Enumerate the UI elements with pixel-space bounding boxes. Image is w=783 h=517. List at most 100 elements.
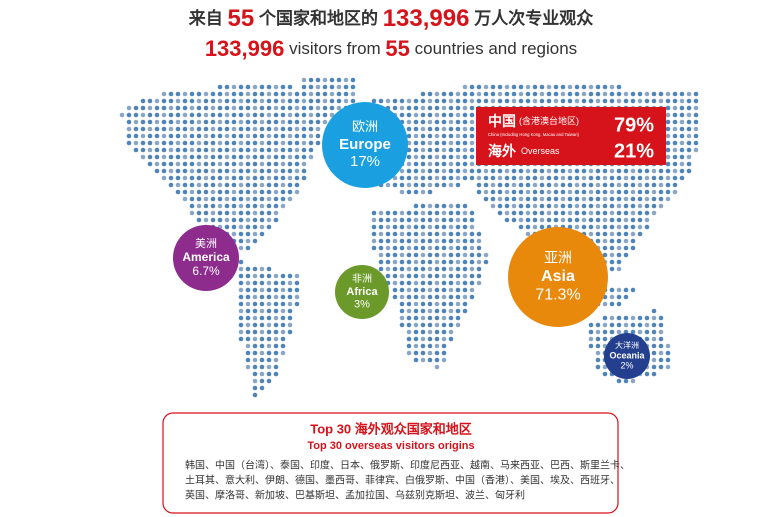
map-dot xyxy=(399,280,405,286)
map-dot xyxy=(672,182,678,188)
map-dot xyxy=(245,280,251,286)
map-dot xyxy=(665,182,671,188)
map-dot xyxy=(588,210,594,216)
region-name-en: Africa xyxy=(346,286,378,298)
map-dot xyxy=(175,175,181,181)
map-dot xyxy=(301,161,307,167)
map-dot xyxy=(182,168,188,174)
map-dot xyxy=(399,182,405,188)
map-dot xyxy=(476,273,482,279)
map-dot xyxy=(630,91,636,97)
map-dot xyxy=(427,224,433,230)
map-dot xyxy=(301,140,307,146)
map-dot xyxy=(280,119,286,125)
map-dot xyxy=(525,217,531,223)
map-dot xyxy=(567,189,573,195)
map-dot xyxy=(595,336,601,342)
map-dot xyxy=(294,273,300,279)
map-dot xyxy=(210,154,216,160)
map-dot xyxy=(616,196,622,202)
map-dot xyxy=(455,322,461,328)
map-dot xyxy=(616,294,622,300)
map-dot xyxy=(616,315,622,321)
map-dot xyxy=(455,112,461,118)
map-dot xyxy=(406,126,412,132)
map-dot xyxy=(217,210,223,216)
map-dot xyxy=(217,105,223,111)
map-dot xyxy=(413,322,419,328)
map-dot xyxy=(567,168,573,174)
map-dot xyxy=(448,266,454,272)
map-dot xyxy=(294,287,300,293)
map-dot xyxy=(259,119,265,125)
map-dot xyxy=(588,98,594,104)
map-dot xyxy=(679,126,685,132)
map-dot xyxy=(546,203,552,209)
map-dot xyxy=(224,140,230,146)
map-dot xyxy=(602,329,608,335)
map-dot xyxy=(469,133,475,139)
map-dot xyxy=(441,273,447,279)
map-dot xyxy=(266,133,272,139)
map-dot xyxy=(609,210,615,216)
map-dot xyxy=(210,112,216,118)
map-dot xyxy=(287,112,293,118)
map-dot xyxy=(224,147,230,153)
map-dot xyxy=(609,168,615,174)
map-dot xyxy=(189,133,195,139)
map-dot xyxy=(252,182,258,188)
map-dot xyxy=(266,217,272,223)
map-dot xyxy=(238,189,244,195)
map-dot xyxy=(609,98,615,104)
map-dot xyxy=(546,98,552,104)
map-dot xyxy=(217,168,223,174)
map-dot xyxy=(462,154,468,160)
region-name-zh: 欧洲 xyxy=(352,119,378,134)
headline-en: 133,996 visitors from 55 countries and r… xyxy=(205,36,577,61)
map-dot xyxy=(595,168,601,174)
map-dot xyxy=(273,364,279,370)
map-dot xyxy=(378,231,384,237)
region-bubble xyxy=(604,333,650,379)
map-dot xyxy=(455,315,461,321)
map-dot xyxy=(203,203,209,209)
map-dot xyxy=(245,231,251,237)
map-dot xyxy=(266,315,272,321)
map-dot xyxy=(679,168,685,174)
map-dot xyxy=(259,266,265,272)
map-dot xyxy=(651,357,657,363)
map-dot xyxy=(672,161,678,167)
map-dot xyxy=(469,161,475,167)
map-dot xyxy=(168,133,174,139)
map-dot xyxy=(245,84,251,90)
map-dot xyxy=(469,112,475,118)
map-dot xyxy=(175,161,181,167)
map-dot xyxy=(644,168,650,174)
map-dot xyxy=(455,266,461,272)
map-dot xyxy=(665,350,671,356)
map-dot xyxy=(287,175,293,181)
map-dot xyxy=(434,217,440,223)
map-dot xyxy=(434,238,440,244)
map-dot xyxy=(539,182,545,188)
map-dot xyxy=(343,98,349,104)
map-dot xyxy=(567,98,573,104)
map-dot xyxy=(252,175,258,181)
map-dot xyxy=(315,126,321,132)
map-dot xyxy=(420,154,426,160)
map-dot xyxy=(651,322,657,328)
map-dot xyxy=(546,175,552,181)
map-dot xyxy=(637,329,643,335)
map-dot xyxy=(294,91,300,97)
map-dot xyxy=(490,203,496,209)
map-dot xyxy=(532,182,538,188)
map-dot xyxy=(609,252,615,258)
map-dot xyxy=(532,175,538,181)
map-dot xyxy=(602,196,608,202)
map-dot xyxy=(147,140,153,146)
map-dot xyxy=(553,196,559,202)
map-dot xyxy=(644,329,650,335)
map-dot xyxy=(308,154,314,160)
map-dot xyxy=(308,140,314,146)
map-dot xyxy=(385,231,391,237)
